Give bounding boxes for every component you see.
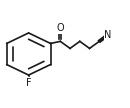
Text: F: F <box>26 78 31 88</box>
Text: O: O <box>57 23 64 33</box>
Text: N: N <box>104 30 112 40</box>
